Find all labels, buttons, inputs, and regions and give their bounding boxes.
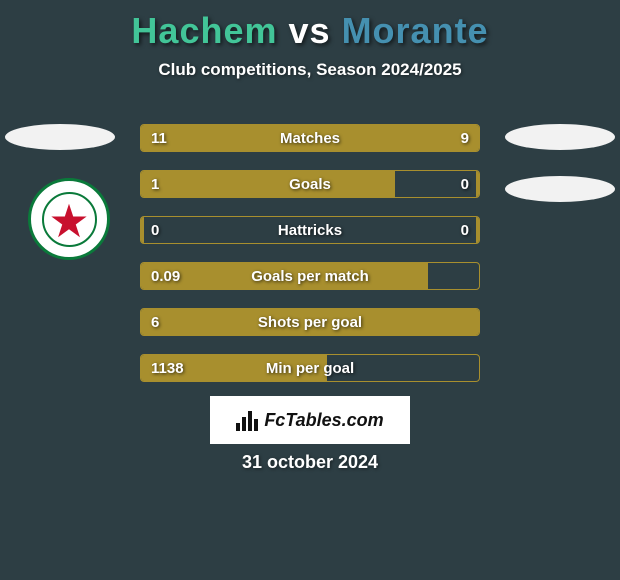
vs-text: vs [289,10,331,51]
stat-row: 1Goals0 [140,170,480,198]
bar-chart-icon [236,409,258,431]
stat-label: Goals [141,171,479,198]
date-text: 31 october 2024 [0,452,620,473]
player1-club-badge: ★ [28,178,110,260]
player2-club-placeholder [505,176,615,202]
player2-photo-placeholder [505,124,615,150]
stat-value-right: 9 [461,125,469,152]
star-icon: ★ [48,198,89,244]
player1-name: Hachem [131,10,277,51]
stat-row: 0.09Goals per match [140,262,480,290]
stat-value-right: 0 [461,171,469,198]
title: Hachem vs Morante [0,0,620,52]
stat-label: Shots per goal [141,309,479,336]
subtitle: Club competitions, Season 2024/2025 [0,60,620,80]
stat-label: Hattricks [141,217,479,244]
stat-row: 1138Min per goal [140,354,480,382]
chart-bar [254,419,258,431]
chart-bar [242,417,246,431]
stats-panel: 11Matches91Goals00Hattricks00.09Goals pe… [140,124,480,400]
stat-label: Goals per match [141,263,479,290]
stat-label: Min per goal [141,355,479,382]
club-badge-inner: ★ [42,192,97,247]
stat-row: 0Hattricks0 [140,216,480,244]
chart-bar [236,423,240,431]
player2-name: Morante [342,10,489,51]
stat-label: Matches [141,125,479,152]
stat-row: 11Matches9 [140,124,480,152]
stat-row: 6Shots per goal [140,308,480,336]
fctables-text: FcTables.com [264,410,383,431]
stat-value-right: 0 [461,217,469,244]
player1-photo-placeholder [5,124,115,150]
chart-bar [248,411,252,431]
fctables-watermark: FcTables.com [210,396,410,444]
